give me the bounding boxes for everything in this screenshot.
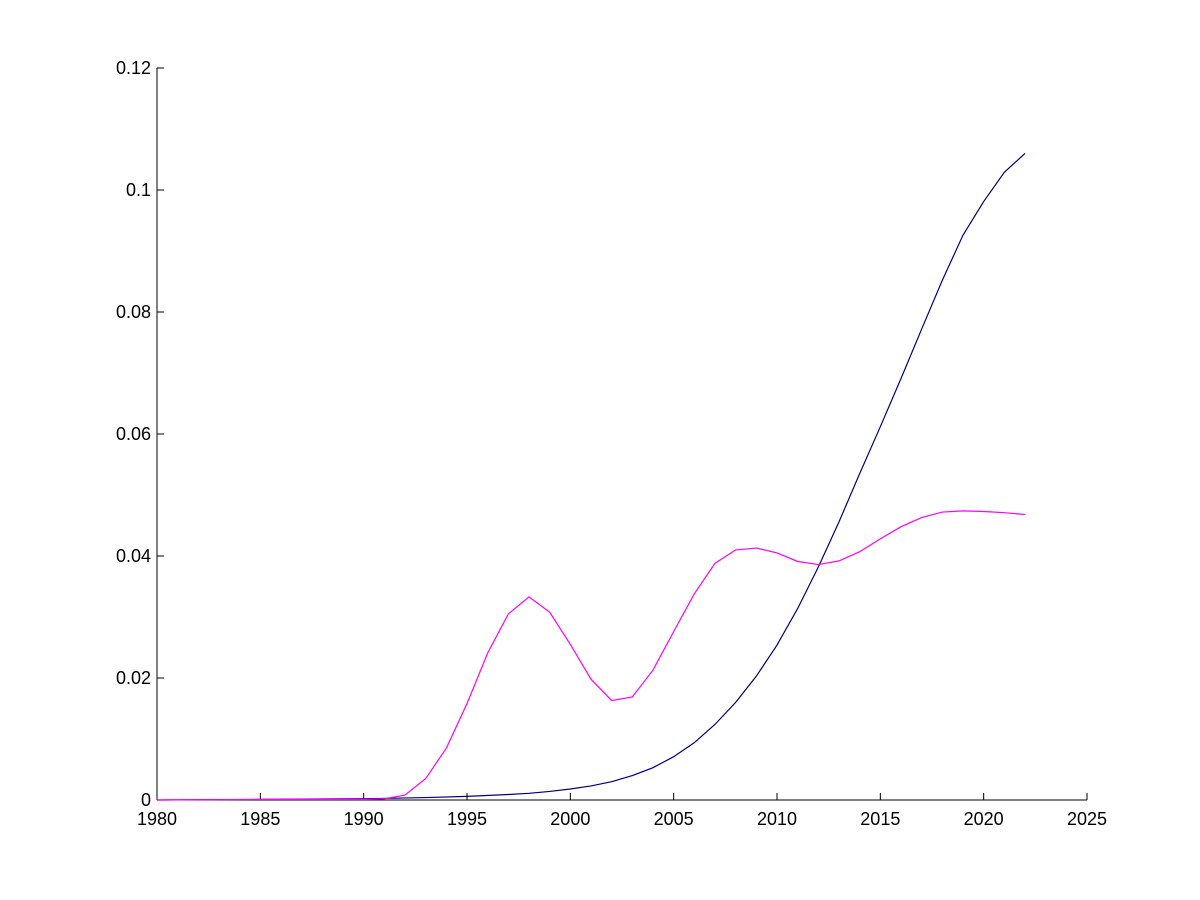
x-tick-label: 1985	[240, 809, 280, 829]
x-axis-ticks: 1980 1985 1990 1995 2000 2005 2010 2015 2020 2025	[137, 793, 1107, 829]
series-line-1	[156, 152, 1026, 801]
y-tick-label: 0.04	[116, 546, 151, 566]
x-tick-label: 1990	[344, 809, 384, 829]
x-tick-label: 2000	[550, 809, 590, 829]
y-tick-label: 0.12	[116, 58, 151, 78]
y-tick-label: 0.08	[116, 302, 151, 322]
y-tick-label: 0.06	[116, 424, 151, 444]
series-line-2	[156, 510, 1026, 801]
axes	[156, 68, 1087, 801]
x-tick-label: 1980	[137, 809, 177, 829]
x-tick-label: 2005	[654, 809, 694, 829]
y-tick-label: 0.02	[116, 668, 151, 688]
series-group	[156, 152, 1026, 801]
x-tick-label: 2025	[1067, 809, 1107, 829]
x-tick-label: 2020	[964, 809, 1004, 829]
x-tick-label: 2015	[860, 809, 900, 829]
y-tick-label: 0.1	[126, 180, 151, 200]
x-tick-label: 1995	[447, 809, 487, 829]
x-tick-label: 2010	[757, 809, 797, 829]
y-tick-label: 0	[141, 790, 151, 810]
